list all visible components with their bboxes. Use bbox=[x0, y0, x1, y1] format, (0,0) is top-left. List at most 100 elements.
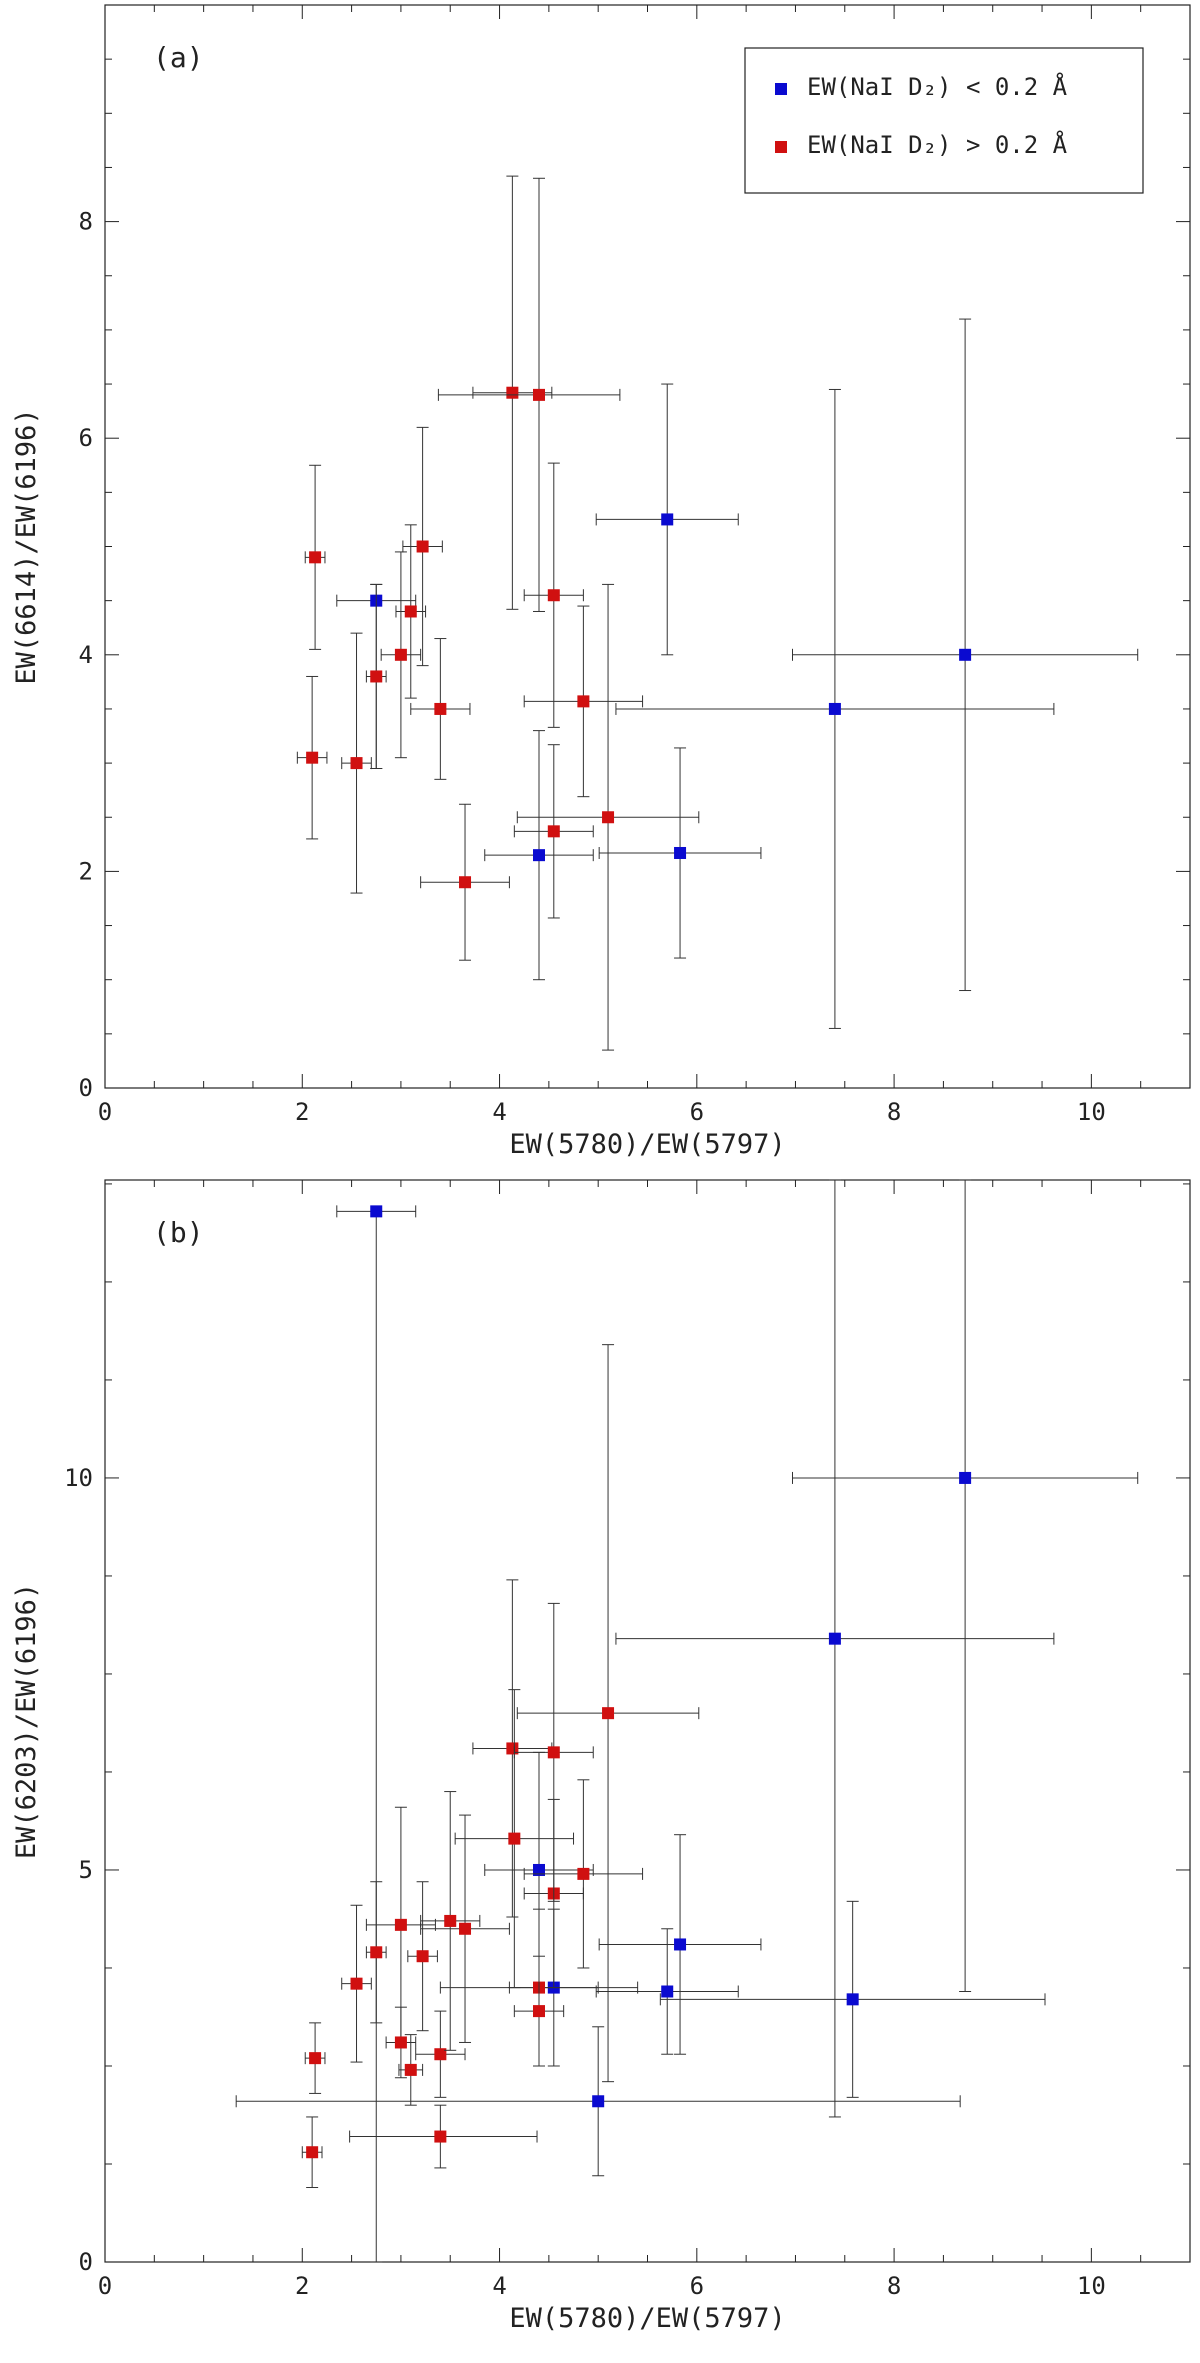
data-point bbox=[336, 1205, 417, 2263]
marker bbox=[434, 2048, 447, 2061]
data-point bbox=[415, 2010, 466, 2098]
data-point bbox=[472, 175, 553, 610]
marker bbox=[416, 1950, 429, 1963]
legend-label: EW(NaI D₂) < 0.2 Å bbox=[807, 72, 1068, 101]
marker bbox=[459, 876, 472, 889]
legend: EW(NaI D₂) < 0.2 Å EW(NaI D₂) > 0.2 Å bbox=[744, 47, 1144, 194]
data-point bbox=[513, 1955, 565, 2067]
marker bbox=[370, 670, 383, 683]
marker bbox=[828, 1632, 841, 1645]
panel-label: (a) bbox=[153, 41, 204, 74]
panel-b: 0 2 4 6 8 10 0 5 10 EW(5780)/EW(5797) EW(6203)/EW(… bbox=[11, 1179, 1191, 2334]
marker bbox=[533, 849, 545, 862]
y-tick-label: 6 bbox=[79, 424, 93, 452]
marker bbox=[661, 513, 674, 526]
data-point bbox=[454, 1689, 575, 1989]
marker bbox=[533, 388, 545, 401]
marker bbox=[309, 551, 322, 564]
data-point bbox=[523, 462, 584, 728]
data-point bbox=[595, 383, 739, 656]
data-point bbox=[341, 632, 372, 894]
marker bbox=[306, 751, 319, 764]
data-point bbox=[516, 1344, 700, 2083]
marker bbox=[350, 757, 363, 770]
marker bbox=[846, 1993, 859, 2006]
marker bbox=[459, 1922, 472, 1935]
marker bbox=[434, 2130, 447, 2143]
marker bbox=[394, 648, 407, 661]
x-axis-label: EW(5780)/EW(5797) bbox=[509, 1129, 785, 1160]
data-point bbox=[513, 744, 594, 919]
x-tick-label: 8 bbox=[887, 1098, 901, 1126]
marker bbox=[350, 1977, 363, 1990]
legend-box bbox=[744, 47, 1144, 194]
marker bbox=[828, 702, 841, 715]
data-point bbox=[484, 730, 594, 981]
y-tick-label: 4 bbox=[79, 641, 93, 669]
data-point bbox=[420, 803, 510, 961]
marker bbox=[602, 1707, 615, 1720]
x-axis-label: EW(5780)/EW(5797) bbox=[509, 2303, 785, 2334]
data-point bbox=[615, 388, 1055, 1029]
data-point bbox=[615, 1179, 1055, 2118]
data-point bbox=[304, 2022, 326, 2094]
marker bbox=[506, 1742, 519, 1755]
data-point bbox=[349, 2104, 538, 2169]
x-tick-label: 4 bbox=[492, 1098, 506, 1126]
marker bbox=[434, 702, 447, 715]
data-point bbox=[791, 318, 1139, 992]
marker bbox=[370, 1946, 383, 1959]
y-tick-label: 0 bbox=[79, 2248, 93, 2276]
y-tick-label: 8 bbox=[79, 208, 93, 236]
marker bbox=[592, 2095, 605, 2108]
data-point bbox=[395, 524, 427, 699]
y-tick-label: 5 bbox=[79, 1856, 93, 1884]
data-point bbox=[341, 1904, 372, 2063]
marker bbox=[577, 1867, 590, 1880]
marker bbox=[370, 1205, 383, 1218]
marker bbox=[506, 386, 519, 399]
marker bbox=[959, 648, 972, 661]
data-point bbox=[659, 1900, 1046, 2098]
marker bbox=[602, 811, 615, 824]
data-point bbox=[296, 675, 328, 840]
data-point bbox=[402, 426, 443, 667]
marker bbox=[533, 1863, 545, 1876]
y-tick-label: 2 bbox=[79, 857, 93, 885]
legend-swatch bbox=[775, 141, 787, 153]
legend-label: EW(NaI D₂) > 0.2 Å bbox=[807, 130, 1068, 159]
y-tick-label: 10 bbox=[64, 1464, 93, 1492]
y-tick-label: 0 bbox=[79, 1074, 93, 1102]
x-tick-label: 2 bbox=[295, 2272, 309, 2300]
x-tick-label: 6 bbox=[690, 1098, 704, 1126]
data-point bbox=[235, 2026, 961, 2177]
data-point bbox=[598, 1834, 762, 2055]
marker bbox=[577, 695, 590, 708]
data-point bbox=[598, 747, 762, 959]
marker bbox=[547, 825, 560, 838]
data-point bbox=[398, 2034, 424, 2106]
x-tick-label: 0 bbox=[98, 1098, 112, 1126]
marker bbox=[661, 1985, 674, 1998]
data-point bbox=[365, 1881, 387, 2024]
data-point bbox=[380, 551, 422, 759]
marker bbox=[508, 1832, 521, 1845]
data-point bbox=[365, 583, 387, 770]
y-axis-label: EW(6614)/EW(6196) bbox=[11, 408, 42, 684]
marker bbox=[394, 1918, 407, 1931]
x-tick-label: 8 bbox=[887, 2272, 901, 2300]
data-point bbox=[410, 638, 471, 780]
y-axis-label: EW(6203)/EW(6196) bbox=[11, 1583, 42, 1859]
data-point bbox=[791, 1179, 1139, 1992]
plot-frame bbox=[104, 1179, 1191, 2263]
data-point bbox=[523, 605, 644, 798]
marker bbox=[306, 2146, 319, 2159]
data-point bbox=[516, 583, 700, 1051]
data-point bbox=[420, 1814, 510, 2043]
panel-label: (b) bbox=[153, 1216, 204, 1249]
data-point bbox=[595, 1928, 739, 2055]
marker bbox=[444, 1914, 457, 1927]
x-tick-label: 4 bbox=[492, 2272, 506, 2300]
marker bbox=[674, 846, 687, 859]
